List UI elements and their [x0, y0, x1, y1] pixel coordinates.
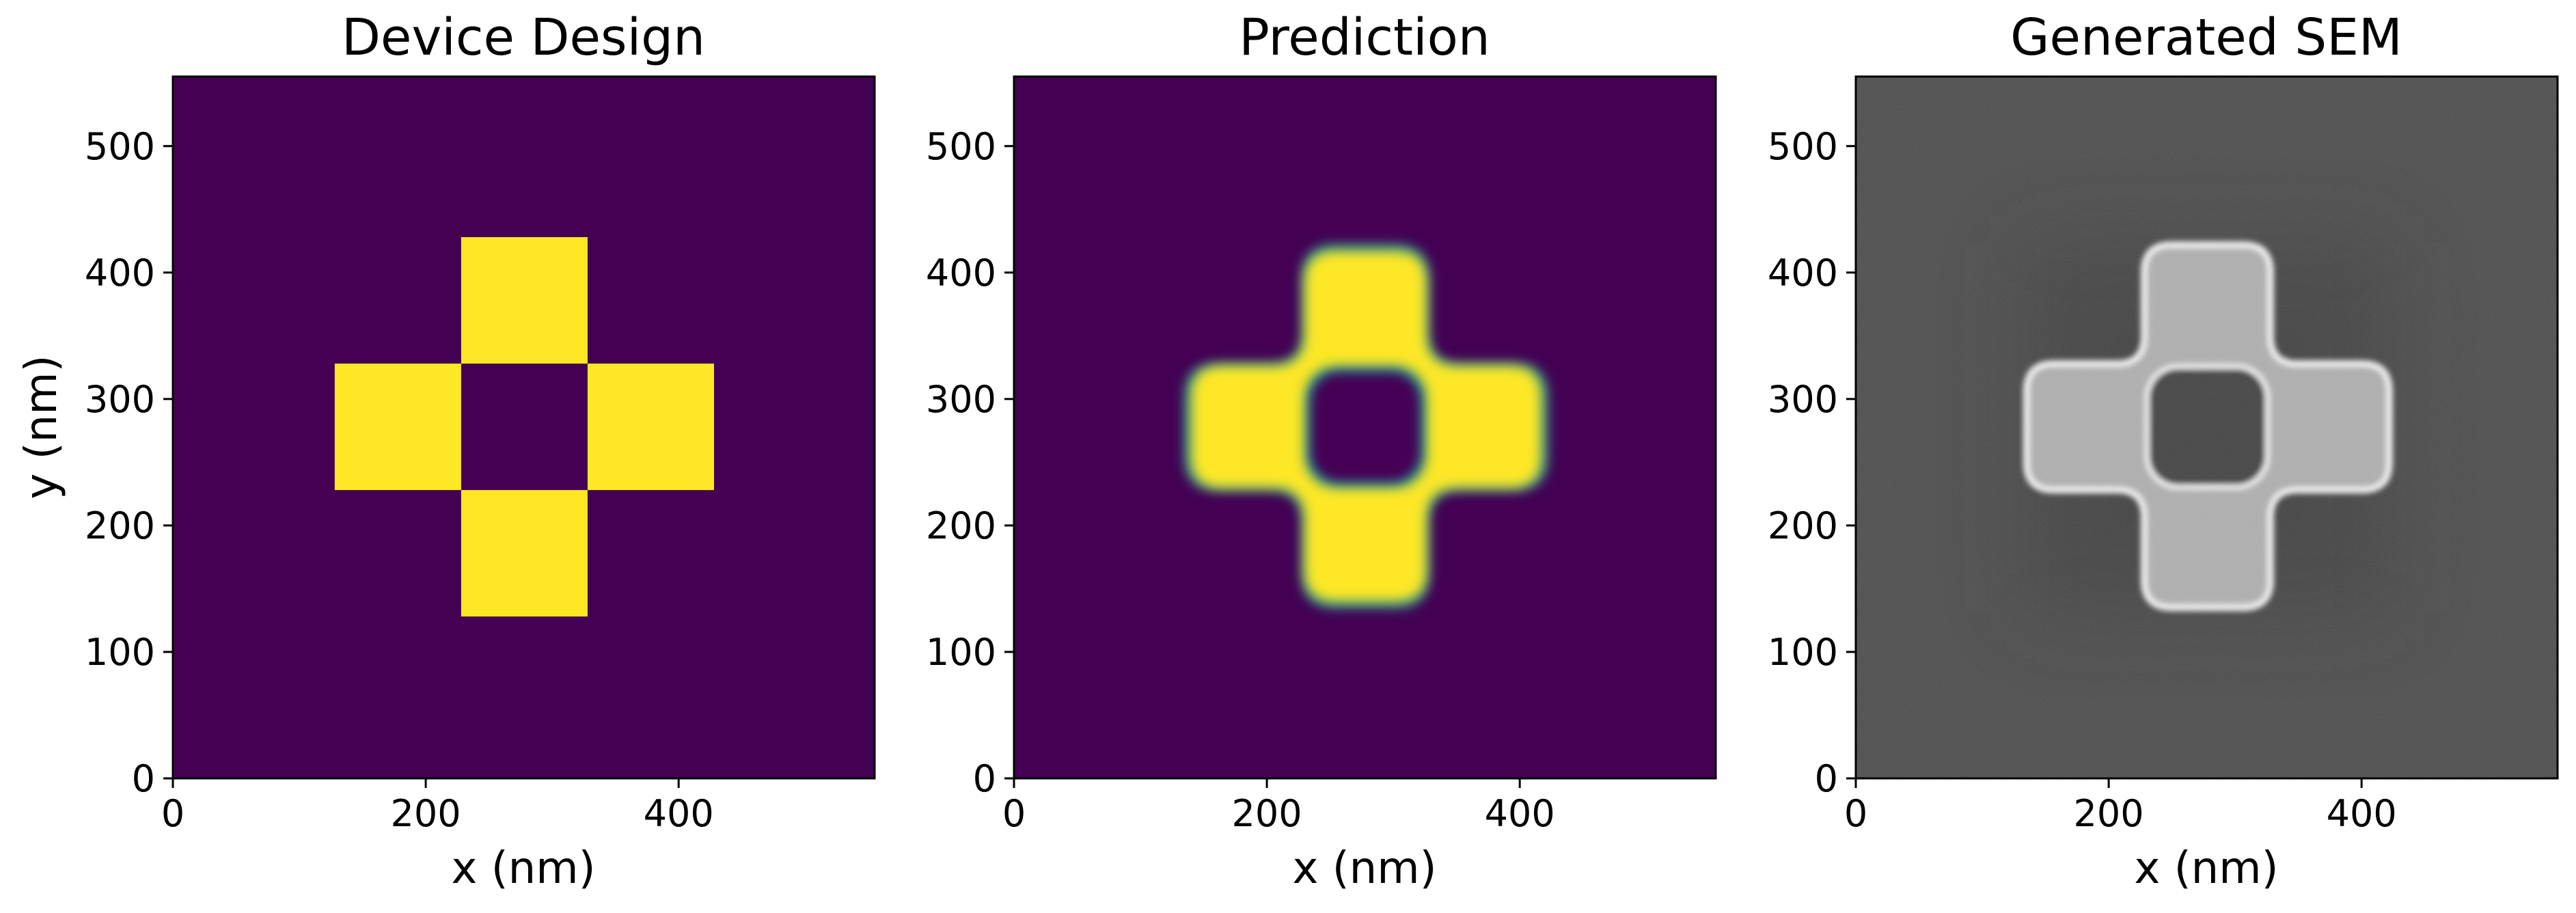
- y-tick-label: 300: [1768, 378, 1838, 421]
- x-tick-label: 200: [1232, 792, 1302, 835]
- y-tick-label: 300: [926, 378, 996, 421]
- panel-title: Generated SEM: [2010, 8, 2402, 67]
- panel-title: Prediction: [1239, 8, 1490, 67]
- x-tick-label: 0: [1844, 792, 1867, 835]
- heatmap-background: [173, 77, 875, 778]
- y-tick-label: 200: [85, 504, 155, 547]
- y-tick-label: 300: [85, 378, 155, 421]
- design-block: [587, 364, 714, 491]
- heatmap-image: [1856, 77, 2558, 778]
- panel-prediction: Prediction 0 200 400 0 100 200 300 400 500 x (n…: [926, 8, 1717, 894]
- x-axis-label: x (nm): [2134, 843, 2278, 894]
- x-tick-label: 400: [644, 792, 714, 835]
- x-tick-label: 0: [161, 792, 184, 835]
- y-tick-label: 100: [1768, 631, 1838, 674]
- design-block: [461, 490, 588, 617]
- x-tick-label: 200: [391, 792, 461, 835]
- panel-device-design: Device Design 0 200 400 0 100 200 300 400 500 x…: [16, 8, 876, 894]
- y-tick-label: 0: [973, 757, 996, 800]
- x-tick-label: 400: [1485, 792, 1555, 835]
- y-tick-label: 100: [85, 631, 155, 674]
- prediction-hole: [1311, 372, 1421, 482]
- y-tick-label: 400: [85, 251, 155, 295]
- heatmap-image: [1014, 77, 1716, 778]
- y-tick-label: 0: [1815, 757, 1838, 800]
- design-block: [461, 237, 588, 364]
- y-tick-label: 400: [1768, 251, 1838, 295]
- x-tick-label: 0: [1002, 792, 1026, 835]
- sem-noise: [1856, 77, 2558, 778]
- y-tick-label: 400: [926, 251, 996, 295]
- panel-title: Device Design: [342, 8, 705, 67]
- x-axis-label: x (nm): [1292, 843, 1436, 894]
- y-tick-label: 100: [926, 631, 996, 674]
- y-tick-label: 500: [85, 125, 155, 168]
- heatmap-image: [173, 77, 875, 778]
- y-tick-label: 500: [926, 125, 996, 168]
- plot-frame: [172, 75, 876, 780]
- y-tick-label: 0: [132, 757, 155, 800]
- y-axis-label: y (nm): [16, 355, 67, 499]
- plot-frame: [1013, 75, 1717, 780]
- y-tick-label: 200: [926, 504, 996, 547]
- design-block: [334, 364, 461, 491]
- panel-generated-sem: Generated SEM 0 200 400 0 100 200 300 400 500 x…: [1768, 8, 2559, 894]
- x-tick-label: 400: [2327, 792, 2397, 835]
- x-tick-label: 200: [2074, 792, 2144, 835]
- y-tick-label: 200: [1768, 504, 1838, 547]
- x-axis-label: x (nm): [451, 843, 595, 894]
- y-tick-label: 500: [1768, 125, 1838, 168]
- plot-frame: [1854, 75, 2559, 780]
